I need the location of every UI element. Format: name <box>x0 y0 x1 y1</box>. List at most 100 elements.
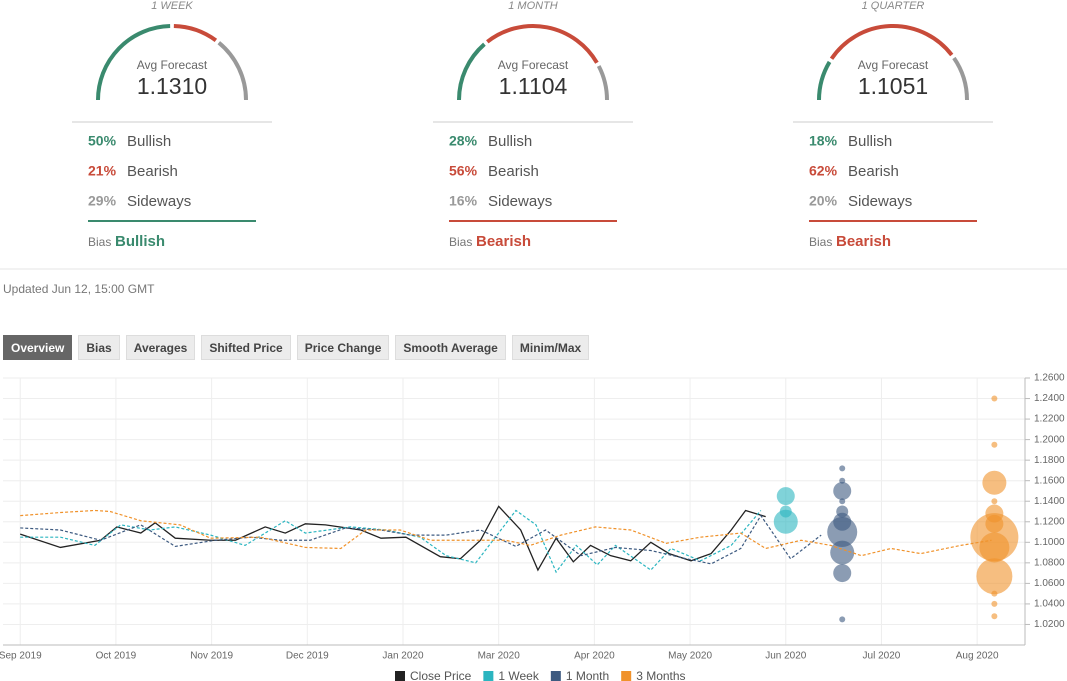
stat-name: Bearish <box>127 163 178 180</box>
legend-label: 1 Week <box>498 669 539 681</box>
y-tick-label: 1.2200 <box>1034 414 1065 425</box>
bias-label: Bias <box>88 235 111 249</box>
forecast-bubble <box>833 481 852 500</box>
y-tick-label: 1.1600 <box>1034 475 1065 486</box>
stat-name: Bullish <box>488 133 532 150</box>
x-tick-label: Jul 2020 <box>863 651 901 662</box>
y-tick-label: 1.1200 <box>1034 516 1065 527</box>
stat-percent: 62% <box>809 163 838 179</box>
forecast-bubble <box>991 441 998 448</box>
avg-label: Avg Forecast <box>498 58 569 72</box>
period-label: 1 QUARTER <box>862 0 925 12</box>
period-label: 1 WEEK <box>151 0 193 12</box>
y-tick-label: 1.2000 <box>1034 434 1065 445</box>
forecast-bubble <box>833 564 852 583</box>
x-tick-label: Dec 2019 <box>286 651 329 662</box>
tab[interactable]: Price Change <box>296 335 390 360</box>
stat-percent: 16% <box>449 193 478 209</box>
series-line <box>20 505 766 572</box>
tab[interactable]: Averages <box>125 335 196 360</box>
y-tick-label: 1.2400 <box>1034 393 1065 404</box>
y-tick-label: 1.0800 <box>1034 557 1065 568</box>
tab[interactable]: Minim/Max <box>511 335 590 360</box>
tab[interactable]: Smooth Average <box>395 335 506 360</box>
avg-label: Avg Forecast <box>137 58 208 72</box>
gauge-segment <box>457 42 486 101</box>
legend-swatch <box>483 671 494 681</box>
forecast-bubble <box>991 613 998 620</box>
forecast-bubble <box>979 532 1010 563</box>
avg-value: 1.1310 <box>137 73 207 99</box>
stat-percent: 21% <box>88 163 117 179</box>
gauge-segment <box>217 41 248 101</box>
forecast-bubble <box>839 465 846 472</box>
stat-name: Sideways <box>488 193 552 210</box>
x-tick-label: Aug 2020 <box>956 651 999 662</box>
forecast-bubble <box>982 470 1007 495</box>
stat-percent: 20% <box>809 193 838 209</box>
y-tick-label: 1.1400 <box>1034 496 1065 507</box>
x-tick-label: Mar 2020 <box>478 651 521 662</box>
y-tick-label: 1.2600 <box>1034 373 1065 384</box>
stat-name: Sideways <box>848 193 912 210</box>
legend-label: Close Price <box>410 669 472 681</box>
gauge-segment <box>173 24 218 43</box>
legend-swatch <box>395 671 405 681</box>
tab[interactable]: Shifted Price <box>201 335 291 360</box>
forecast-bubble <box>839 616 846 623</box>
forecast-bubble <box>991 590 998 597</box>
legend-label: 3 Months <box>636 669 685 681</box>
forecast-bubble <box>776 487 795 506</box>
legend-label: 1 Month <box>566 669 609 681</box>
forecast-bubble <box>773 509 798 534</box>
tab[interactable]: Bias <box>78 335 120 360</box>
y-tick-label: 1.1800 <box>1034 455 1065 466</box>
series-line <box>20 514 822 565</box>
tab[interactable]: Overview <box>3 335 73 360</box>
stat-percent: 18% <box>809 133 838 149</box>
stat-name: Sideways <box>127 193 191 210</box>
forecast-bubble <box>827 517 858 548</box>
gauge-segment <box>596 65 609 101</box>
forecast-bubble <box>976 558 1013 595</box>
stat-percent: 29% <box>88 193 117 209</box>
period-label: 1 MONTH <box>508 0 558 12</box>
avg-value: 1.1051 <box>858 73 928 99</box>
stat-percent: 28% <box>449 133 478 149</box>
forecast-bubble <box>991 498 998 505</box>
forecast-bubble <box>839 498 846 505</box>
forecast-bubble <box>830 540 855 565</box>
bias-value: Bullish <box>115 233 165 250</box>
legend-swatch <box>550 671 561 681</box>
avg-label: Avg Forecast <box>858 58 929 72</box>
stat-name: Bearish <box>488 163 539 180</box>
stat-name: Bullish <box>127 133 171 150</box>
bias-label: Bias <box>809 235 832 249</box>
series-line <box>20 509 992 557</box>
gauge-segment <box>952 56 969 101</box>
x-tick-label: Apr 2020 <box>574 651 615 662</box>
x-tick-label: Sep 2019 <box>0 651 42 662</box>
y-tick-label: 1.1000 <box>1034 537 1065 548</box>
legend-swatch <box>621 671 632 681</box>
bias-value: Bearish <box>836 233 891 250</box>
bias-value: Bearish <box>476 233 531 250</box>
updated-note: Updated Jun 12, 15:00 GMT <box>3 282 155 296</box>
forecast-bubble <box>991 395 998 402</box>
forecast-bubble <box>991 600 998 607</box>
y-tick-label: 1.0400 <box>1034 599 1065 610</box>
bias-label: Bias <box>449 235 472 249</box>
gauge-segment <box>96 24 171 101</box>
x-tick-label: Nov 2019 <box>190 651 233 662</box>
tab-bar: Overview Bias Averages Shifted Price Price C… <box>3 335 590 360</box>
x-tick-label: May 2020 <box>668 651 712 662</box>
y-tick-label: 1.0600 <box>1034 578 1065 589</box>
stat-name: Bearish <box>848 163 899 180</box>
x-tick-label: Jun 2020 <box>765 651 807 662</box>
stat-name: Bullish <box>848 133 892 150</box>
x-tick-label: Oct 2019 <box>96 651 137 662</box>
gauge-segment <box>486 24 599 64</box>
series-line <box>20 509 762 574</box>
x-tick-label: Jan 2020 <box>382 651 424 662</box>
